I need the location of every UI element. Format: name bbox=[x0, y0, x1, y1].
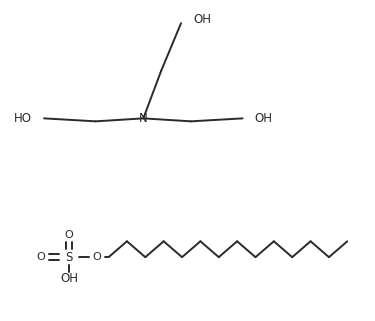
Text: HO: HO bbox=[14, 112, 32, 125]
Text: O: O bbox=[64, 230, 73, 240]
Text: S: S bbox=[65, 251, 73, 264]
Text: OH: OH bbox=[60, 273, 78, 285]
Text: OH: OH bbox=[193, 13, 211, 26]
Text: N: N bbox=[139, 112, 148, 125]
Text: OH: OH bbox=[255, 112, 273, 125]
Text: O: O bbox=[37, 252, 45, 262]
Text: O: O bbox=[92, 252, 101, 262]
